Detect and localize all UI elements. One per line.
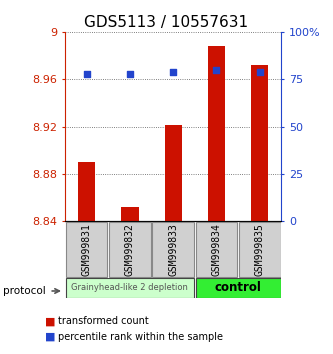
Point	[257, 69, 262, 74]
Text: ■: ■	[45, 332, 56, 342]
Text: GSM999835: GSM999835	[255, 223, 265, 276]
Text: ■: ■	[45, 316, 56, 326]
Bar	[208, 46, 225, 221]
Bar	[78, 162, 95, 221]
Bar	[239, 222, 280, 277]
Bar	[165, 125, 182, 221]
Text: protocol: protocol	[3, 286, 46, 296]
Bar	[66, 278, 194, 298]
Bar	[66, 222, 107, 277]
Text: Grainyhead-like 2 depletion: Grainyhead-like 2 depletion	[72, 283, 188, 292]
Bar	[121, 207, 139, 221]
Text: percentile rank within the sample: percentile rank within the sample	[58, 332, 223, 342]
Text: transformed count: transformed count	[58, 316, 149, 326]
Text: GDS5113 / 10557631: GDS5113 / 10557631	[85, 15, 248, 30]
Bar	[153, 222, 194, 277]
Text: control: control	[215, 281, 261, 294]
Bar	[109, 222, 151, 277]
Bar	[251, 65, 268, 221]
Text: GSM999831: GSM999831	[82, 223, 92, 276]
Text: GSM999832: GSM999832	[125, 223, 135, 276]
Point	[170, 69, 176, 74]
Point	[214, 67, 219, 73]
Bar	[196, 222, 237, 277]
Bar	[196, 278, 280, 298]
Text: GSM999834: GSM999834	[211, 223, 221, 276]
Point	[84, 71, 89, 76]
Point	[127, 71, 133, 76]
Text: GSM999833: GSM999833	[168, 223, 178, 276]
